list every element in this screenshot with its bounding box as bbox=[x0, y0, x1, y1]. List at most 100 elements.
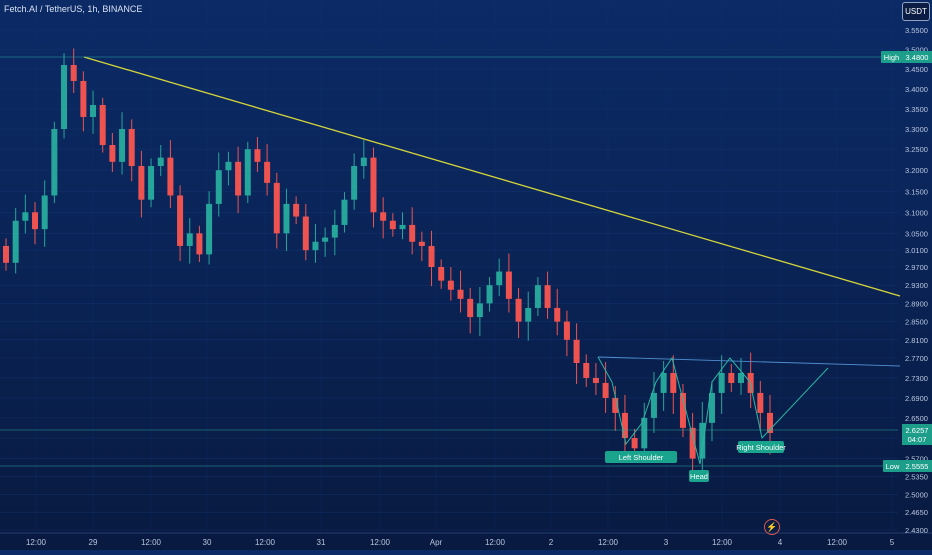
candle-body bbox=[99, 105, 106, 145]
candle-body bbox=[718, 372, 725, 393]
y-tick-label: 3.4000 bbox=[905, 85, 928, 94]
candle-body bbox=[273, 182, 280, 234]
candle-body bbox=[534, 285, 541, 308]
current-price-value: 2.6257 bbox=[906, 426, 929, 435]
low-label: Low bbox=[886, 462, 900, 471]
candle-body bbox=[670, 372, 677, 393]
y-tick-label: 3.3500 bbox=[905, 105, 928, 114]
candle-body bbox=[457, 289, 464, 299]
candle-body bbox=[409, 224, 416, 242]
grid bbox=[0, 0, 932, 534]
candle-body bbox=[650, 392, 657, 418]
candle-body bbox=[641, 417, 648, 449]
candle-body bbox=[244, 149, 251, 196]
candle-body bbox=[612, 397, 619, 413]
x-tick-label: 12:00 bbox=[598, 538, 619, 547]
candle-body bbox=[119, 129, 126, 162]
y-tick-label: 3.1000 bbox=[905, 208, 928, 217]
candle-body bbox=[312, 241, 319, 251]
candle-body bbox=[496, 271, 503, 286]
candle-body bbox=[351, 166, 358, 200]
candle-body bbox=[737, 372, 744, 383]
candle-body bbox=[70, 65, 77, 81]
candle-body bbox=[583, 362, 590, 378]
candle-body bbox=[157, 157, 164, 167]
trend-lines bbox=[83, 56, 901, 465]
y-tick-label: 2.8100 bbox=[905, 336, 928, 345]
head-and-shoulders-pattern bbox=[597, 356, 829, 465]
low-value: 2.5555 bbox=[906, 462, 929, 471]
candle-body bbox=[206, 203, 213, 255]
annotation-label: Right Shoulder bbox=[736, 443, 786, 452]
x-tick-label: 30 bbox=[203, 538, 212, 547]
candle-body bbox=[32, 212, 39, 230]
y-tick-label: 2.8500 bbox=[905, 318, 928, 327]
high-value-box bbox=[902, 51, 932, 63]
pattern-annotations: Left Shoulder Head Right Shoulder bbox=[605, 441, 786, 482]
candle-body bbox=[254, 149, 261, 162]
y-tick-label: 3.5000 bbox=[905, 45, 928, 54]
y-tick-label: 2.9300 bbox=[905, 281, 928, 290]
currency-button[interactable]: USDT bbox=[902, 2, 930, 21]
x-tick-label: Apr bbox=[430, 538, 443, 547]
y-tick-label: 2.7300 bbox=[905, 374, 928, 383]
x-tick-label: 12:00 bbox=[141, 538, 162, 547]
flash-icon[interactable]: ⚡ bbox=[764, 519, 780, 535]
candle-body bbox=[689, 427, 696, 459]
x-tick-label: 2 bbox=[549, 538, 554, 547]
candle-body bbox=[283, 203, 290, 234]
candle-body bbox=[177, 195, 184, 246]
candle-body bbox=[128, 129, 135, 167]
low-value-box bbox=[902, 460, 932, 472]
candle-body bbox=[708, 392, 715, 423]
y-tick-label: 2.4650 bbox=[905, 508, 928, 517]
candle-body bbox=[505, 271, 512, 299]
candle-body bbox=[341, 199, 348, 225]
y-tick-label: 3.3000 bbox=[905, 125, 928, 134]
candle-body bbox=[467, 298, 474, 318]
y-tick-label: 3.1500 bbox=[905, 187, 928, 196]
candle-body bbox=[360, 157, 367, 167]
high-value: 3.4800 bbox=[906, 53, 929, 62]
candle-body bbox=[109, 145, 116, 162]
candle-body bbox=[728, 372, 735, 383]
x-tick-label: 29 bbox=[89, 538, 98, 547]
x-tick-label: 12:00 bbox=[255, 538, 276, 547]
candle-body bbox=[438, 267, 445, 281]
candle-body bbox=[592, 377, 599, 383]
candle-body bbox=[370, 157, 377, 213]
x-tick-label: 3 bbox=[664, 538, 669, 547]
candle-body bbox=[563, 321, 570, 340]
candle-body bbox=[80, 81, 87, 117]
high-label: High bbox=[884, 53, 899, 62]
annotation-box bbox=[738, 441, 784, 453]
descending-trendline bbox=[83, 56, 901, 297]
candle-body bbox=[525, 307, 532, 322]
candle-body bbox=[3, 245, 9, 263]
candle-body bbox=[602, 382, 609, 398]
candle-body bbox=[138, 166, 145, 200]
x-tick-label: 5 bbox=[890, 538, 895, 547]
x-tick-label: 12:00 bbox=[485, 538, 506, 547]
x-tick-label: 12:00 bbox=[370, 538, 391, 547]
candle-body bbox=[90, 105, 97, 117]
x-tick-label: 12:00 bbox=[827, 538, 848, 547]
candle-countdown: 04:07 bbox=[908, 435, 927, 444]
y-tick-label: 2.6900 bbox=[905, 394, 928, 403]
price-axis[interactable]: 3.5500 3.5000 3.4500 3.4000 3.3500 3.3000 3.25… bbox=[905, 26, 928, 535]
candle-body bbox=[61, 65, 68, 129]
candle-body bbox=[331, 224, 338, 238]
time-axis[interactable]: 12:00 29 12:00 30 12:00 31 12:00 Apr 12:00 2 12:00… bbox=[26, 538, 895, 547]
candle-body bbox=[380, 212, 387, 221]
x-tick-label: 12:00 bbox=[26, 538, 47, 547]
y-tick-label: 3.0500 bbox=[905, 229, 928, 238]
candle-body bbox=[679, 392, 686, 428]
y-tick-label: 2.9700 bbox=[905, 263, 928, 272]
candle-body bbox=[486, 285, 493, 304]
high-label-box bbox=[881, 51, 902, 63]
candle-body bbox=[399, 224, 406, 230]
candle-body bbox=[302, 216, 309, 251]
